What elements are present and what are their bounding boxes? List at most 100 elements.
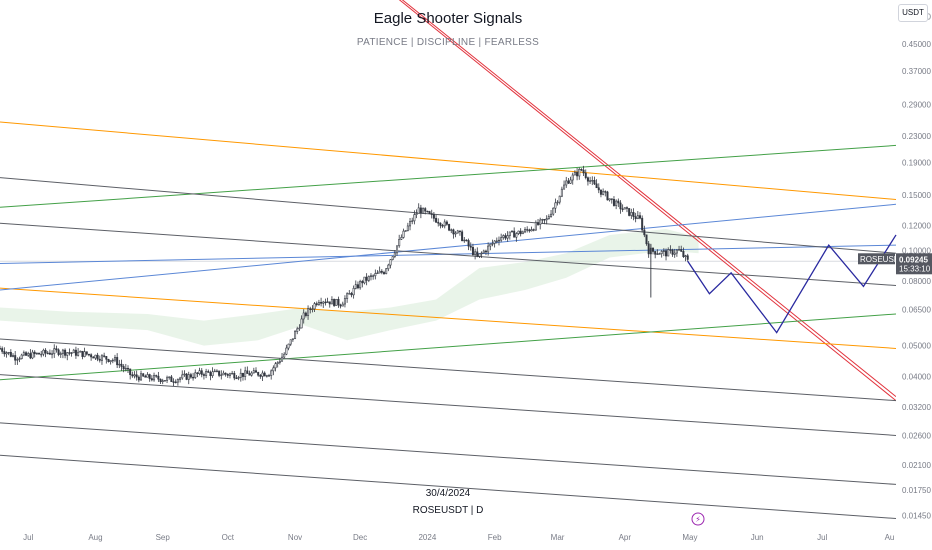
candle-body	[192, 376, 195, 379]
candle-body	[146, 374, 149, 378]
candle-body	[628, 208, 631, 216]
candle-body	[673, 252, 676, 255]
candle-body	[502, 235, 505, 238]
candle-body	[196, 372, 199, 375]
candle-body	[658, 253, 661, 255]
candle-body	[428, 211, 431, 214]
candle-body	[541, 219, 544, 221]
x-tick-label: Jul	[817, 533, 827, 542]
candle-body	[300, 318, 303, 329]
candle-body	[641, 217, 644, 231]
candle-body	[246, 370, 249, 374]
candle-body	[248, 373, 251, 376]
candle-body	[61, 349, 64, 354]
candle-body	[367, 276, 370, 281]
candle-body	[222, 372, 225, 376]
candle-body	[31, 351, 34, 359]
y-tick-label: 0.05000	[902, 342, 931, 351]
watermark-symbol: ROSEUSDT | D	[412, 505, 484, 516]
candle-body	[326, 301, 329, 303]
candle-body	[261, 372, 264, 377]
candle-body	[157, 375, 160, 380]
candle-body	[268, 375, 271, 377]
candle-body	[313, 303, 316, 310]
lightning-icon	[691, 512, 705, 526]
candle-body	[311, 308, 314, 310]
candle-body	[211, 371, 214, 377]
candle-body	[599, 189, 602, 195]
candle-body	[113, 357, 116, 361]
y-tick-label: 0.02600	[902, 431, 931, 440]
candle-body	[578, 169, 581, 177]
candle-body	[595, 183, 598, 189]
candle-body	[454, 232, 457, 235]
candle-body	[96, 354, 99, 360]
candle-body	[656, 253, 659, 255]
last-price-tag	[896, 253, 932, 275]
candle-body	[382, 272, 385, 274]
candle-body	[51, 353, 54, 355]
candle-body	[519, 230, 522, 235]
candle-body	[497, 239, 500, 242]
candle-body	[107, 358, 110, 362]
candle-body	[118, 363, 121, 366]
candle-body	[615, 200, 618, 206]
candle-body	[369, 275, 372, 277]
candle-body	[448, 224, 451, 231]
candle-body	[504, 235, 507, 239]
candle-body	[597, 187, 600, 191]
candle-body	[27, 353, 30, 356]
countdown-label: 15:33:10	[899, 264, 931, 273]
candle-body	[563, 184, 566, 190]
candle-body	[404, 230, 407, 232]
candle-body	[435, 218, 438, 223]
candle-body	[634, 216, 637, 219]
candle-body	[647, 243, 650, 255]
candle-body	[142, 373, 145, 377]
x-tick-label: Jul	[23, 533, 33, 542]
candle-body	[645, 234, 648, 245]
candle-body	[272, 367, 275, 372]
candle-body	[625, 207, 628, 209]
candle-body	[315, 303, 318, 305]
candle-body	[265, 375, 268, 377]
currency-button[interactable]: USDT	[898, 4, 928, 22]
candle-body	[493, 240, 496, 244]
candle-body	[443, 221, 446, 227]
candle-body	[270, 370, 273, 376]
x-tick-label: Oct	[222, 533, 235, 542]
candle-body	[133, 374, 136, 377]
candle-body	[64, 349, 67, 356]
candle-body	[109, 360, 112, 362]
y-tick-label: 0.04000	[902, 372, 931, 381]
y-tick-label: 0.10000	[902, 247, 931, 256]
candle-body	[7, 352, 10, 354]
candle-body	[458, 230, 461, 233]
y-tick-label: 0.08000	[902, 277, 931, 286]
candle-body	[543, 219, 546, 221]
candle-body	[593, 180, 596, 185]
candle-body	[424, 208, 427, 212]
candle-body	[9, 352, 12, 357]
candle-body	[686, 255, 689, 260]
candle-body	[29, 353, 32, 359]
candle-body	[42, 349, 45, 355]
candle-body	[48, 352, 51, 355]
candle-body	[350, 293, 353, 296]
candle-body	[250, 372, 253, 376]
candle-body	[415, 213, 418, 215]
candle-body	[530, 229, 533, 232]
candle-body	[671, 249, 674, 255]
candle-body	[387, 264, 390, 270]
x-tick-label: Au	[885, 533, 895, 542]
candle-body	[98, 358, 101, 361]
candle-body	[207, 371, 210, 373]
candle-body	[365, 276, 368, 281]
candle-body	[465, 239, 468, 242]
candle-body	[445, 221, 448, 225]
candle-body	[263, 372, 266, 377]
candle-body	[309, 308, 312, 310]
candle-body	[461, 231, 464, 242]
